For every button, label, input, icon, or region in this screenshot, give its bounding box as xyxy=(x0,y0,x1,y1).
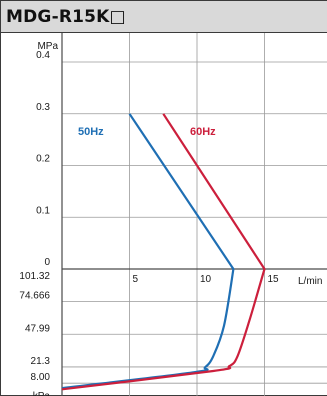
axes xyxy=(61,33,327,396)
y-lower-tick-label: 47.99 xyxy=(25,323,50,334)
series-lines xyxy=(61,113,266,391)
chart-title: MDG-R15K□ xyxy=(6,6,126,27)
y-lower-tick-label: 74.666 xyxy=(19,291,50,302)
chart-header: MDG-R15K□ xyxy=(1,1,327,33)
series-line-60hz xyxy=(61,113,266,391)
y-upper-tick-label: 0 xyxy=(44,257,50,268)
series-label-50hz: 50Hz xyxy=(78,126,104,138)
x-tick-label: 5 xyxy=(133,274,139,285)
y-lower-unit-label: kPa xyxy=(33,391,51,396)
series-label-60hz: 60Hz xyxy=(190,126,216,138)
y-lower-tick-label: 101.32 xyxy=(19,271,50,282)
grid xyxy=(62,33,327,396)
x-unit-label: L/min xyxy=(298,276,322,287)
y-lower-tick-label: 21.3 xyxy=(31,356,51,367)
series-labels: 50Hz 60Hz xyxy=(78,126,216,138)
series-line-50hz xyxy=(61,113,235,390)
x-tick-label: 10 xyxy=(200,274,212,285)
x-tick-label: 15 xyxy=(268,274,280,285)
y-upper-tick-label: 0.3 xyxy=(36,102,50,113)
y-upper-tick-label: 0.4 xyxy=(36,50,50,61)
y-upper-tick-label: 0.1 xyxy=(36,205,50,216)
y-upper-tick-label: 0.2 xyxy=(36,154,50,165)
y-upper-unit-label: MPa xyxy=(37,41,58,52)
y-lower-tick-label: 8.00 xyxy=(31,372,51,383)
